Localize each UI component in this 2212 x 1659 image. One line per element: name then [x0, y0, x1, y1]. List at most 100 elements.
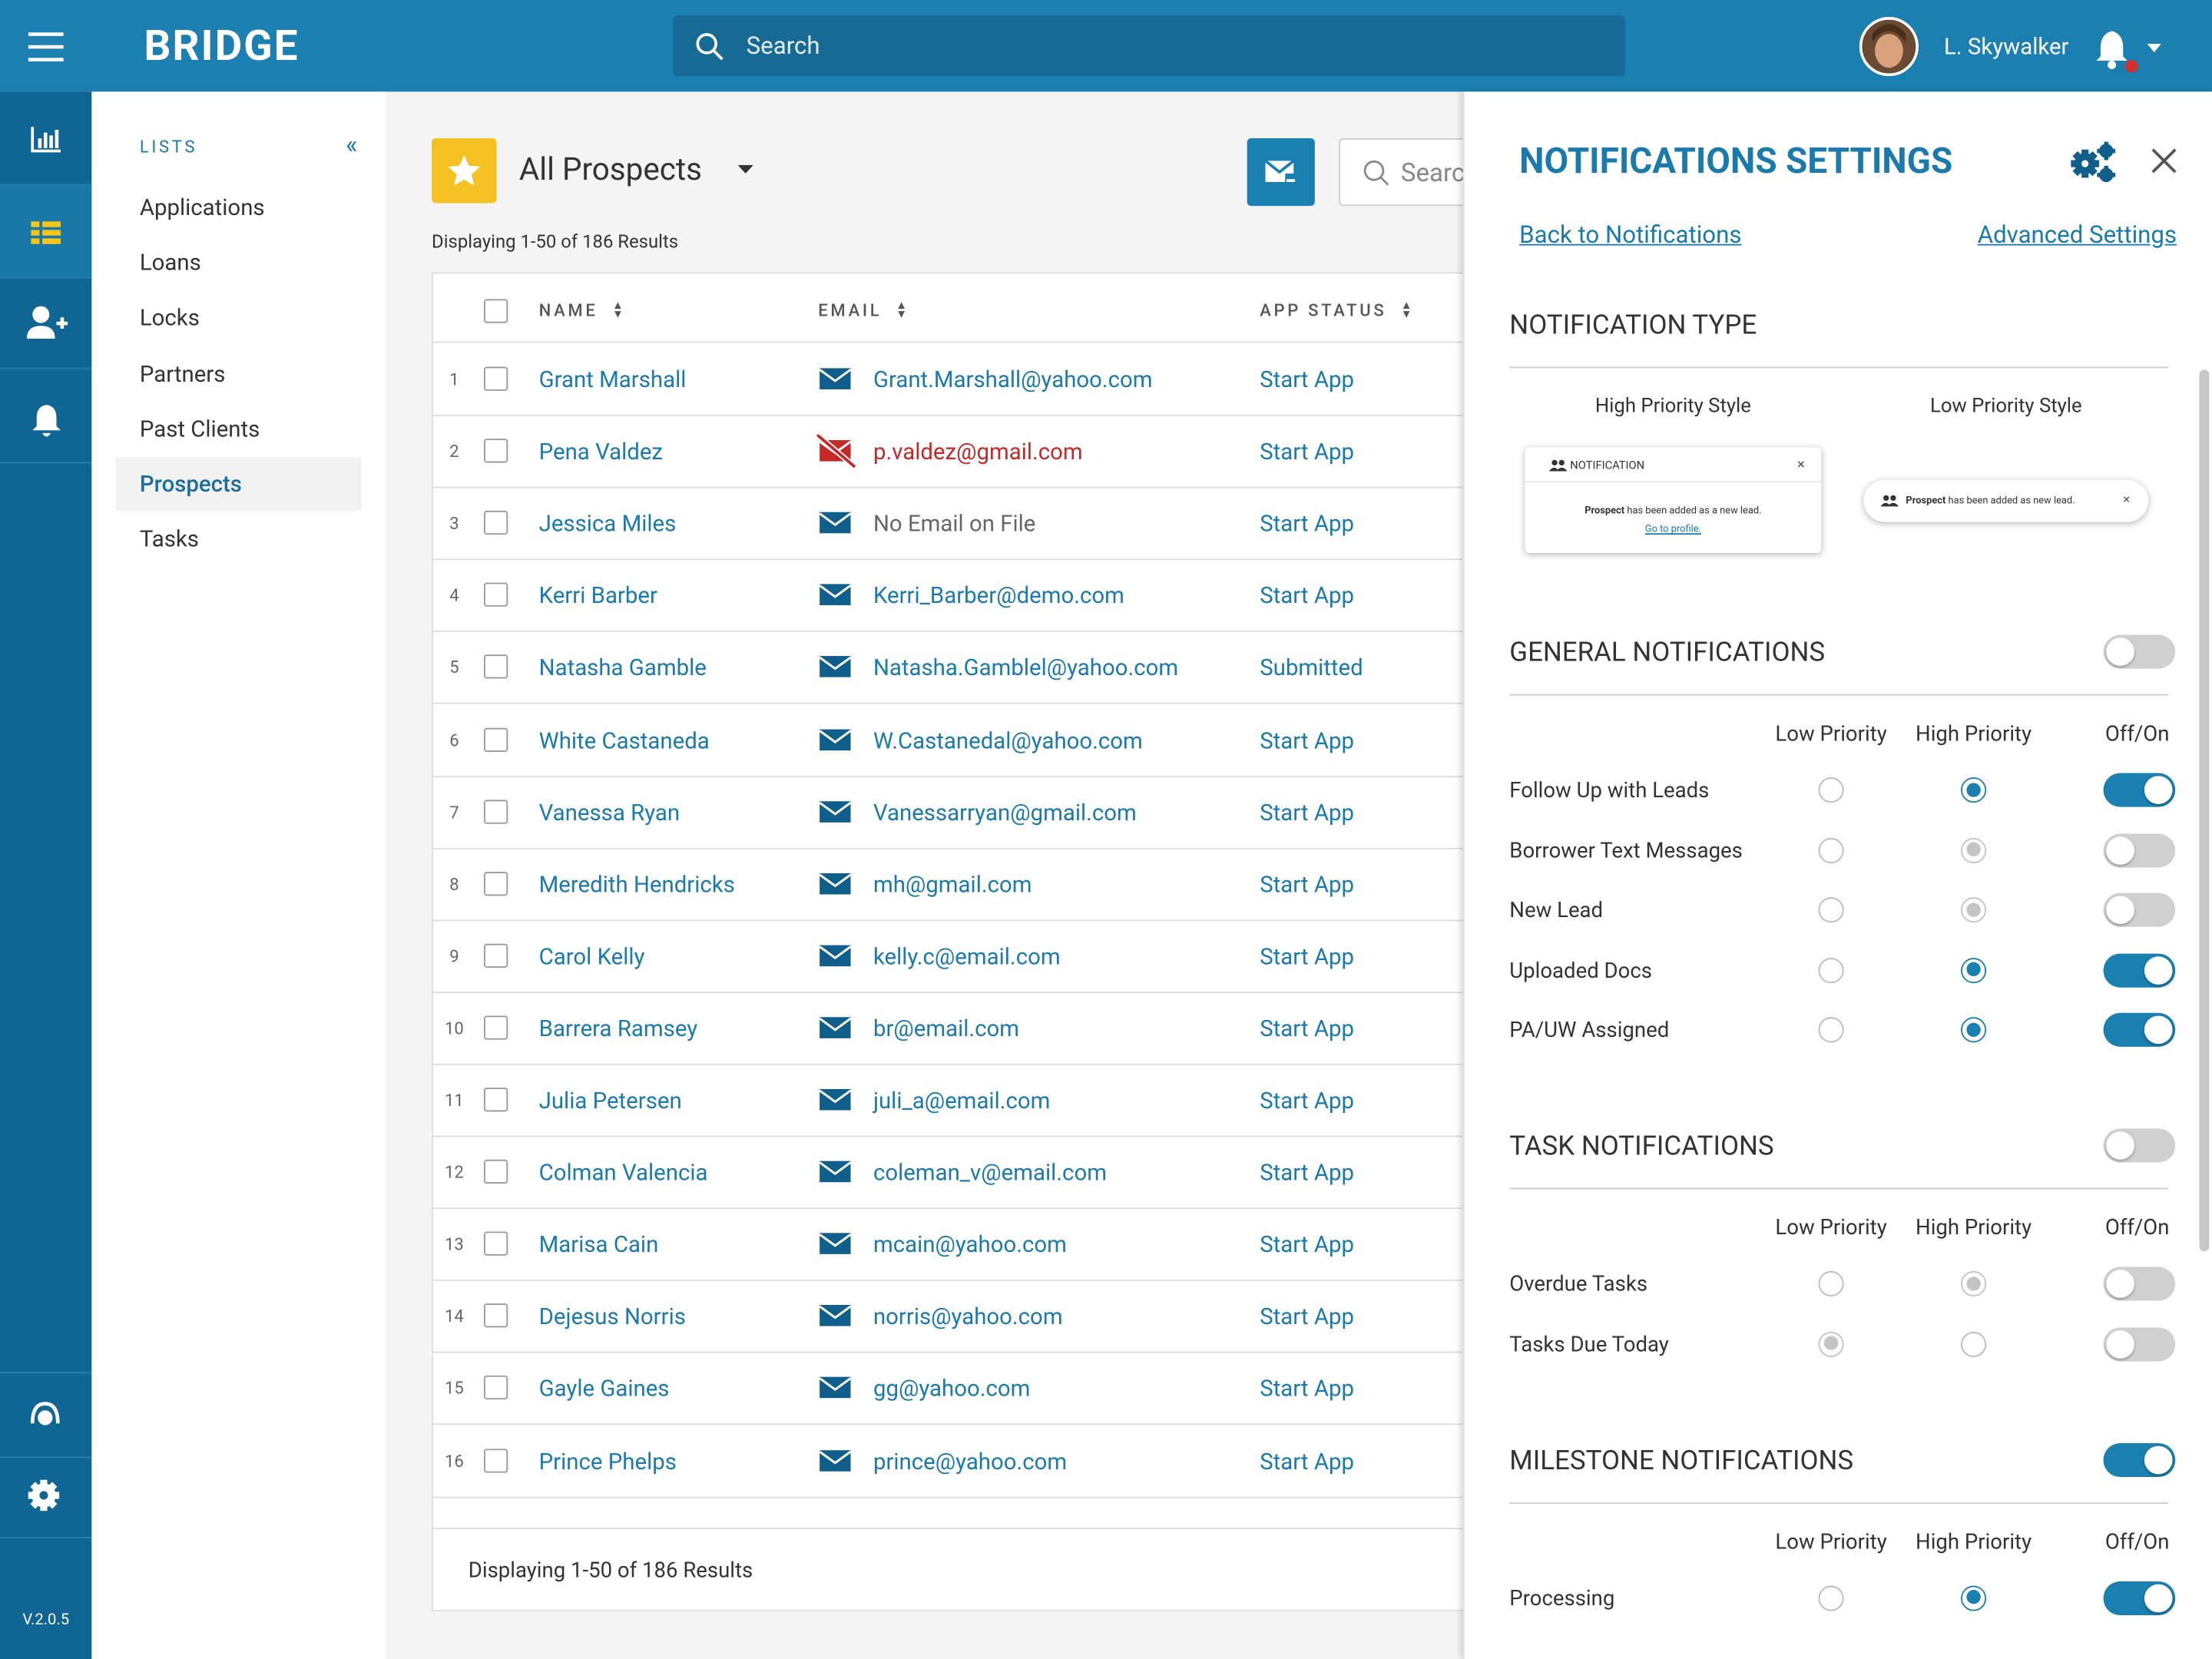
- prospect-name[interactable]: Vanessa Ryan: [538, 798, 680, 826]
- checkbox[interactable]: [484, 654, 508, 680]
- user-name[interactable]: L. Skywalker: [1944, 33, 2069, 61]
- column-header[interactable]: EMAIL: [818, 300, 882, 320]
- radio[interactable]: [1818, 1017, 1844, 1043]
- email[interactable]: Vanessarryan@gmail.com: [873, 798, 1137, 826]
- radio[interactable]: [1818, 837, 1844, 863]
- prospect-name[interactable]: Colman Valencia: [538, 1159, 708, 1186]
- prospect-name[interactable]: Julia Petersen: [538, 1087, 682, 1114]
- low-priority-preview[interactable]: Prospect has been added as new lead. ×: [1863, 479, 2149, 522]
- radio[interactable]: [1961, 777, 1987, 803]
- checkbox[interactable]: [484, 1015, 508, 1040]
- list-item[interactable]: Prospects: [139, 470, 242, 498]
- prospect-name[interactable]: Jessica Miles: [538, 510, 677, 538]
- toggle[interactable]: [2103, 773, 2176, 807]
- email[interactable]: juli_a@email.com: [873, 1087, 1051, 1114]
- back-link[interactable]: Back to Notifications: [1519, 221, 1742, 250]
- email[interactable]: coleman_v@email.com: [873, 1159, 1107, 1186]
- close-button[interactable]: [2151, 148, 2177, 174]
- toggle[interactable]: [2103, 833, 2176, 867]
- checkbox[interactable]: [484, 871, 508, 896]
- email[interactable]: mcain@yahoo.com: [873, 1230, 1067, 1258]
- email[interactable]: Grant.Marshall@yahoo.com: [873, 366, 1153, 393]
- checkbox[interactable]: [484, 583, 508, 608]
- checkbox[interactable]: [484, 299, 508, 323]
- settings-icon[interactable]: [2068, 140, 2119, 182]
- prospect-name[interactable]: Marisa Cain: [538, 1230, 659, 1258]
- app-status[interactable]: Start App: [1260, 366, 1355, 393]
- toggle[interactable]: [2103, 1128, 2176, 1163]
- radio[interactable]: [1961, 1017, 1987, 1043]
- radio[interactable]: [1818, 1584, 1844, 1611]
- radio[interactable]: [1961, 1270, 1987, 1296]
- email[interactable]: gg@yahoo.com: [873, 1375, 1031, 1402]
- email[interactable]: Kerri_Barber@demo.com: [873, 582, 1124, 610]
- prospect-name[interactable]: Barrera Ramsey: [538, 1015, 698, 1042]
- prospect-name[interactable]: Meredith Hendricks: [538, 870, 735, 898]
- advanced-link[interactable]: Advanced Settings: [1977, 221, 2177, 250]
- toggle[interactable]: [2103, 1012, 2176, 1047]
- dropdown-caret[interactable]: [737, 164, 755, 177]
- app-status[interactable]: Start App: [1260, 582, 1355, 610]
- app-status[interactable]: Start App: [1260, 1230, 1355, 1258]
- radio[interactable]: [1961, 837, 1987, 863]
- toggle[interactable]: [2103, 1326, 2176, 1361]
- email[interactable]: Natasha.Gamblel@yahoo.com: [873, 654, 1179, 681]
- list-title[interactable]: All Prospects: [518, 153, 703, 189]
- app-status[interactable]: Start App: [1260, 1303, 1355, 1330]
- list-item[interactable]: Applications: [139, 194, 265, 221]
- radio[interactable]: [1961, 957, 1987, 983]
- radio[interactable]: [1961, 1584, 1987, 1611]
- prospect-name[interactable]: White Castaneda: [538, 726, 710, 753]
- radio[interactable]: [1961, 897, 1987, 923]
- list-item[interactable]: Tasks: [139, 525, 199, 553]
- toggle[interactable]: [2103, 952, 2176, 987]
- prospect-name[interactable]: Pena Valdez: [538, 438, 664, 465]
- menu-icon[interactable]: [28, 31, 65, 61]
- radio[interactable]: [1818, 957, 1844, 983]
- checkbox[interactable]: [484, 1159, 508, 1184]
- prospect-name[interactable]: Carol Kelly: [538, 942, 645, 970]
- list-item[interactable]: Partners: [139, 359, 226, 387]
- search-box[interactable]: Search: [673, 15, 1625, 77]
- list-item[interactable]: Past Clients: [139, 415, 260, 442]
- column-header[interactable]: APP STATUS: [1260, 300, 1387, 320]
- app-status[interactable]: Start App: [1260, 870, 1355, 898]
- checkbox[interactable]: [484, 1231, 508, 1257]
- list-item[interactable]: Locks: [139, 304, 200, 332]
- email[interactable]: p.valdez@gmail.com: [873, 438, 1083, 465]
- email-button[interactable]: [1247, 138, 1315, 207]
- app-status[interactable]: Start App: [1260, 1015, 1355, 1042]
- app-status[interactable]: Start App: [1260, 510, 1355, 538]
- app-status[interactable]: Submitted: [1260, 654, 1363, 681]
- radio[interactable]: [1818, 1330, 1844, 1357]
- favorite-badge[interactable]: [432, 138, 497, 204]
- prospect-name[interactable]: Natasha Gamble: [538, 654, 707, 681]
- checkbox[interactable]: [484, 1448, 508, 1472]
- app-status[interactable]: Start App: [1260, 1447, 1355, 1475]
- app-status[interactable]: Start App: [1260, 726, 1355, 753]
- checkbox[interactable]: [484, 439, 508, 463]
- prospect-name[interactable]: Kerri Barber: [538, 582, 657, 610]
- collapse-button[interactable]: «: [346, 130, 358, 161]
- checkbox[interactable]: [484, 1376, 508, 1400]
- scrollbar[interactable]: [2199, 369, 2210, 1252]
- app-status[interactable]: Start App: [1260, 798, 1355, 826]
- checkbox[interactable]: [484, 727, 508, 752]
- checkbox[interactable]: [484, 943, 508, 968]
- app-status[interactable]: Start App: [1260, 942, 1355, 970]
- toggle[interactable]: [2103, 892, 2176, 927]
- prospect-name[interactable]: Grant Marshall: [538, 366, 687, 393]
- toggle[interactable]: [2103, 1442, 2176, 1477]
- checkbox[interactable]: [484, 366, 508, 391]
- app-status[interactable]: Start App: [1260, 438, 1355, 465]
- toggle[interactable]: [2103, 1581, 2176, 1615]
- app-status[interactable]: Start App: [1260, 1375, 1355, 1402]
- radio[interactable]: [1818, 1270, 1844, 1296]
- radio[interactable]: [1961, 1330, 1987, 1357]
- notification-bell[interactable]: [2094, 28, 2173, 74]
- prospect-name[interactable]: Gayle Gaines: [538, 1375, 670, 1402]
- checkbox[interactable]: [484, 1303, 508, 1328]
- checkbox[interactable]: [484, 1088, 508, 1112]
- email[interactable]: prince@yahoo.com: [873, 1447, 1068, 1475]
- list-item[interactable]: Loans: [139, 249, 201, 276]
